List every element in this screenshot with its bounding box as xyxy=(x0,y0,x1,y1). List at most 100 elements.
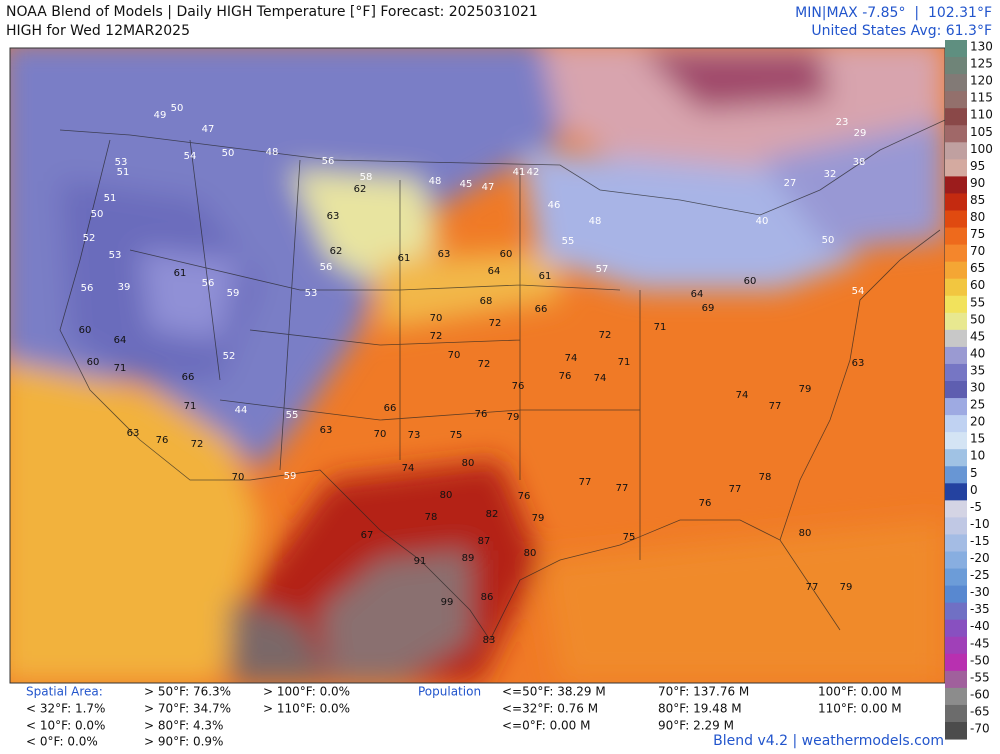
population-stat: <=50°F: 38.29 M xyxy=(502,685,606,699)
temperature-label: 72 xyxy=(430,331,443,342)
temperature-label: 62 xyxy=(354,184,367,195)
population-stat: 100°F: 0.00 M xyxy=(818,685,902,699)
colorbar-swatch xyxy=(945,159,967,177)
temperature-label: 29 xyxy=(854,128,867,139)
temperature-label: 49 xyxy=(154,110,167,121)
temperature-label: 71 xyxy=(654,322,667,333)
temperature-label: 76 xyxy=(512,381,525,392)
temperature-label: 47 xyxy=(202,124,215,135)
colorbar-swatch xyxy=(945,517,967,535)
temperature-label: 48 xyxy=(429,176,442,187)
colorbar-label: 30 xyxy=(970,381,985,395)
temperature-label: 63 xyxy=(438,249,451,260)
colorbar-swatch xyxy=(945,244,967,263)
temperature-label: 50 xyxy=(222,148,235,159)
temperature-label: 53 xyxy=(115,157,128,168)
temperature-label: 57 xyxy=(596,264,609,275)
colorbar-swatch xyxy=(945,670,967,689)
colorbar-label: -5 xyxy=(970,500,982,514)
colorbar-label: -30 xyxy=(970,585,990,599)
temperature-label: 82 xyxy=(486,509,499,520)
temperature-label: 50 xyxy=(91,209,104,220)
temperature-label: 79 xyxy=(532,513,545,524)
spatial-stat: < 32°F: 1.7% xyxy=(26,702,105,716)
colorbar-label: 55 xyxy=(970,295,985,309)
temperature-label: 50 xyxy=(822,235,835,246)
temperature-label: 64 xyxy=(691,289,704,300)
temperature-label: 77 xyxy=(806,582,819,593)
temperature-label: 60 xyxy=(87,357,100,368)
population-stat: <=32°F: 0.76 M xyxy=(502,702,598,716)
temperature-label: 76 xyxy=(518,491,531,502)
colorbar-label: -45 xyxy=(970,636,990,650)
colorbar-label: -40 xyxy=(970,619,990,633)
temperature-label: 87 xyxy=(478,536,491,547)
colorbar-label: -20 xyxy=(970,551,990,565)
temperature-label: 71 xyxy=(618,357,631,368)
temperature-label: 27 xyxy=(784,178,797,189)
colorbar-label: 100 xyxy=(970,142,993,156)
temperature-label: 61 xyxy=(174,268,187,279)
colorbar-swatch xyxy=(945,415,967,433)
temperature-label: 91 xyxy=(414,556,427,567)
temperature-label: 54 xyxy=(852,286,865,297)
temperature-label: 66 xyxy=(182,372,195,383)
spatial-stat: > 50°F: 76.3% xyxy=(144,685,231,699)
temperature-label: 66 xyxy=(535,304,548,315)
spatial-stat: > 110°F: 0.0% xyxy=(263,702,350,716)
temperature-label: 76 xyxy=(559,371,572,382)
temperature-label: 72 xyxy=(478,359,491,370)
temperature-label: 46 xyxy=(548,200,561,211)
temperature-label: 72 xyxy=(599,330,612,341)
temperature-label: 77 xyxy=(579,477,592,488)
temperature-label: 68 xyxy=(480,296,493,307)
temperature-label: 40 xyxy=(756,216,769,227)
colorbar-swatch xyxy=(945,551,967,570)
temperature-label: 38 xyxy=(853,157,866,168)
temperature-label: 54 xyxy=(184,151,197,162)
temperature-label: 71 xyxy=(184,401,197,412)
temperature-label: 78 xyxy=(759,472,772,483)
temperature-label: 39 xyxy=(118,282,131,293)
colorbar-swatch xyxy=(945,568,967,587)
colorbar-label: 10 xyxy=(970,449,985,463)
temperature-label: 80 xyxy=(799,528,812,539)
colorbar-swatch xyxy=(945,398,967,416)
temperature-label: 76 xyxy=(475,409,488,420)
colorbar-swatch xyxy=(945,142,967,160)
population-stat: 80°F: 19.48 M xyxy=(658,702,742,716)
colorbar-label: -50 xyxy=(970,653,990,667)
temperature-label: 76 xyxy=(156,435,169,446)
spatial-stat: < 0°F: 0.0% xyxy=(26,735,98,749)
temperature-label: 79 xyxy=(507,412,520,423)
spatial-stat: > 70°F: 34.7% xyxy=(144,702,231,716)
temperature-label: 32 xyxy=(824,169,837,180)
temperature-label: 60 xyxy=(500,249,513,260)
temperature-label: 61 xyxy=(398,253,411,264)
colorbar-label: 110 xyxy=(970,108,993,122)
temperature-label: 55 xyxy=(286,410,299,421)
colorbar-swatch xyxy=(945,687,967,706)
temperature-label: 63 xyxy=(852,358,865,369)
temperature-label: 73 xyxy=(408,430,421,441)
temperature-label: 62 xyxy=(330,246,343,257)
colorbar-swatch xyxy=(945,176,967,194)
temperature-label: 52 xyxy=(223,351,236,362)
temperature-label: 60 xyxy=(79,325,92,336)
colorbar-label: 120 xyxy=(970,74,993,88)
colorbar-swatch xyxy=(945,193,967,211)
temperature-label: 70 xyxy=(430,313,443,324)
temperature-label: 56 xyxy=(320,262,333,273)
temperature-label: 64 xyxy=(488,266,501,277)
colorbar-swatch xyxy=(945,74,967,92)
colorbar-label: -25 xyxy=(970,568,990,582)
colorbar-swatch xyxy=(945,500,967,518)
temperature-label: 70 xyxy=(232,472,245,483)
colorbar-label: 75 xyxy=(970,227,985,241)
temperature-label: 74 xyxy=(565,353,578,364)
title: NOAA Blend of Models | Daily HIGH Temper… xyxy=(6,4,538,20)
colorbar-label: 115 xyxy=(970,91,993,105)
spatial-stat: > 90°F: 0.9% xyxy=(144,735,223,749)
